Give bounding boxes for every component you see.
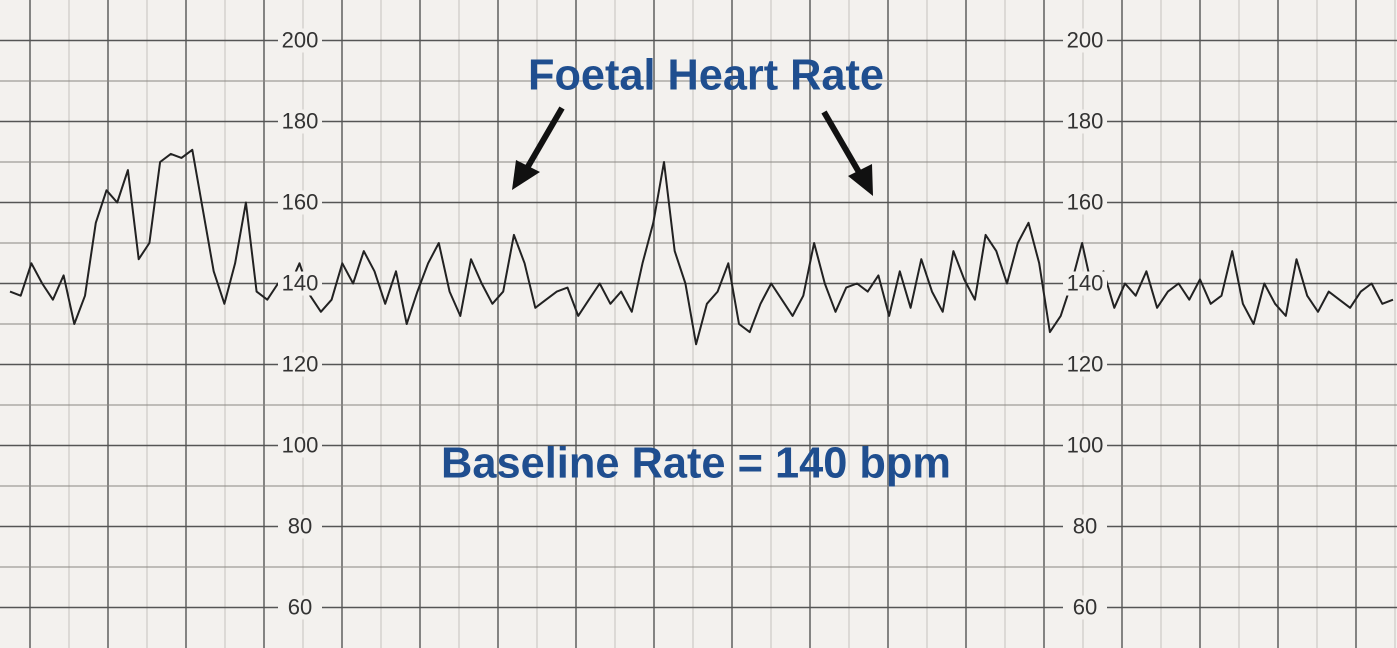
y-tick-label: 160 xyxy=(1067,189,1104,214)
y-tick-label: 120 xyxy=(282,351,319,376)
annotation: Foetal Heart Rate xyxy=(528,51,884,100)
y-tick-label: 200 xyxy=(282,27,319,52)
y-tick-label: 160 xyxy=(282,189,319,214)
y-tick-label: 180 xyxy=(1067,108,1104,133)
y-tick-label: 140 xyxy=(1067,270,1104,295)
y-tick-label: 200 xyxy=(1067,27,1104,52)
y-tick-label: 120 xyxy=(1067,351,1104,376)
y-tick-label: 140 xyxy=(282,270,319,295)
y-tick-label: 60 xyxy=(288,594,312,619)
y-tick-label: 80 xyxy=(288,513,312,538)
ctg-chart: 60 80 100 120 140 160 180 200 60 80 100 120 140 160 18… xyxy=(0,0,1397,648)
y-tick-label: 60 xyxy=(1073,594,1097,619)
y-tick-label: 180 xyxy=(282,108,319,133)
y-tick-label: 80 xyxy=(1073,513,1097,538)
annotation: Baseline Rate = 140 bpm xyxy=(441,439,951,488)
y-tick-label: 100 xyxy=(282,432,319,457)
y-tick-label: 100 xyxy=(1067,432,1104,457)
